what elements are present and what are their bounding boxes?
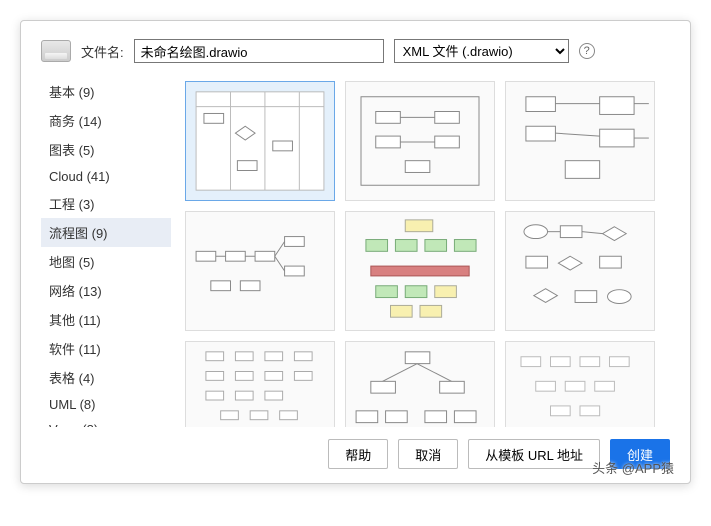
sidebar-item-1[interactable]: 商务 (14) xyxy=(41,106,171,135)
sidebar-item-8[interactable]: 其他 (11) xyxy=(41,305,171,334)
template-large-flow[interactable] xyxy=(185,341,335,427)
format-select[interactable]: XML 文件 (.drawio) xyxy=(394,39,569,63)
template-simple-blocks[interactable] xyxy=(345,81,495,201)
sidebar-item-5[interactable]: 流程图 (9) xyxy=(41,218,171,247)
filename-label: 文件名: xyxy=(81,42,124,61)
template-horizontal-flow[interactable] xyxy=(185,211,335,331)
sidebar-item-0[interactable]: 基本 (9) xyxy=(41,77,171,106)
template-grid xyxy=(181,77,670,427)
sidebar-item-12[interactable]: Venn (8) xyxy=(41,417,171,427)
filename-input[interactable] xyxy=(134,39,384,63)
sidebar-item-4[interactable]: 工程 (3) xyxy=(41,189,171,218)
sidebar-item-6[interactable]: 地图 (5) xyxy=(41,247,171,276)
cancel-button[interactable]: 取消 xyxy=(398,439,458,469)
template-colored-process[interactable] xyxy=(345,211,495,331)
sidebar-item-7[interactable]: 网络 (13) xyxy=(41,276,171,305)
template-decision-flow[interactable] xyxy=(505,211,655,331)
help-button[interactable]: 帮助 xyxy=(328,439,388,469)
content-row: 基本 (9)商务 (14)图表 (5)Cloud (41)工程 (3)流程图 (… xyxy=(41,77,670,427)
template-tree-flow[interactable] xyxy=(345,341,495,427)
help-icon[interactable]: ? xyxy=(579,43,595,59)
footer-row: 帮助 取消 从模板 URL 地址 创建 xyxy=(41,439,670,469)
sidebar-item-3[interactable]: Cloud (41) xyxy=(41,164,171,189)
sidebar-item-11[interactable]: UML (8) xyxy=(41,392,171,417)
new-file-dialog: 文件名: XML 文件 (.drawio) ? 基本 (9)商务 (14)图表 … xyxy=(20,20,691,484)
template-detail-flow[interactable] xyxy=(505,341,655,427)
sidebar-item-9[interactable]: 软件 (11) xyxy=(41,334,171,363)
create-button[interactable]: 创建 xyxy=(610,439,670,469)
disk-icon xyxy=(41,40,71,62)
template-swimlane-flowchart[interactable] xyxy=(185,81,335,201)
sidebar-item-2[interactable]: 图表 (5) xyxy=(41,135,171,164)
sidebar-item-10[interactable]: 表格 (4) xyxy=(41,363,171,392)
header-row: 文件名: XML 文件 (.drawio) ? xyxy=(41,39,670,63)
category-sidebar: 基本 (9)商务 (14)图表 (5)Cloud (41)工程 (3)流程图 (… xyxy=(41,77,171,427)
template-data-flow[interactable] xyxy=(505,81,655,201)
from-url-button[interactable]: 从模板 URL 地址 xyxy=(468,439,600,469)
